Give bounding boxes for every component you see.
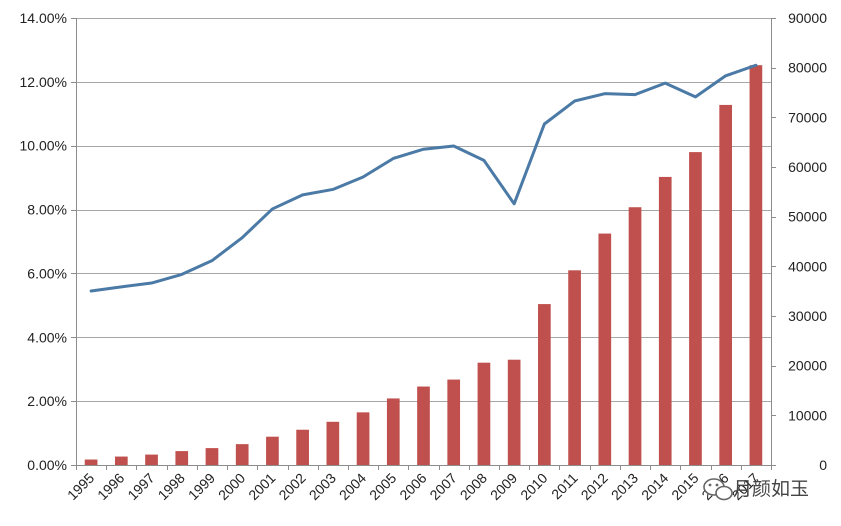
right-axis-tick-label: 50000 <box>788 209 827 225</box>
bar <box>507 359 521 465</box>
x-axis-tick-label: 2002 <box>275 470 308 503</box>
bar <box>477 362 491 465</box>
left-axis-tick-label: 14.00% <box>20 10 67 26</box>
right-axis-tick-label: 10000 <box>788 407 827 423</box>
x-axis-tick-label: 2000 <box>215 470 248 503</box>
right-axis-tick-label: 0 <box>819 457 827 473</box>
x-axis-tick-label: 1995 <box>64 470 97 503</box>
x-axis-tick-label: 1999 <box>185 470 218 503</box>
left-axis-tick-label: 0.00% <box>27 457 67 473</box>
axes <box>71 18 776 470</box>
bar <box>386 398 400 465</box>
bar <box>266 436 279 465</box>
left-axis-tick-label: 6.00% <box>27 265 67 281</box>
x-axis-tick-label: 2011 <box>548 470 581 503</box>
bar <box>417 386 430 465</box>
gridlines <box>76 18 771 402</box>
bar <box>749 65 763 466</box>
wechat-icon <box>703 478 733 501</box>
left-axis-tick-label: 10.00% <box>20 138 67 154</box>
left-axis-tick-label: 8.00% <box>27 202 67 218</box>
x-axis-tick-label: 2013 <box>608 470 641 503</box>
x-axis-tick-labels: 1995199619971998199920002001200220032004… <box>64 470 762 503</box>
right-axis-tick-label: 80000 <box>788 60 827 76</box>
bar <box>84 459 98 465</box>
bar <box>296 429 309 465</box>
right-axis-tick-label: 20000 <box>788 358 827 374</box>
left-axis-tick-label: 4.00% <box>27 329 67 345</box>
line-series <box>89 63 758 293</box>
watermark: 月颜如玉 <box>703 478 809 501</box>
line-series-path <box>89 63 758 293</box>
x-axis-tick-label: 2009 <box>487 470 520 503</box>
left-axis-tick-labels: 0.00% 2.00% 4.00% 6.00% 8.00% 10.00% 12.00% 14.… <box>20 10 67 473</box>
right-axis-tick-labels: 0 10000 20000 30000 40000 50000 60000 70000 8000… <box>788 10 827 473</box>
bar <box>689 152 702 465</box>
bar <box>145 454 158 465</box>
bar-series <box>84 65 763 466</box>
x-axis-tick-label: 2007 <box>426 470 459 503</box>
x-axis-tick-label: 2014 <box>638 470 671 503</box>
right-axis-tick-label: 60000 <box>788 159 827 175</box>
x-axis-tick-label: 2001 <box>245 470 278 503</box>
x-axis-tick-label: 2004 <box>336 470 369 503</box>
right-axis-tick-label: 40000 <box>788 258 827 274</box>
x-axis-tick-label: 2003 <box>306 470 339 503</box>
x-axis-tick-label: 1998 <box>155 470 188 503</box>
x-axis-tick-label: 2015 <box>668 470 701 503</box>
x-axis-tick-label: 1996 <box>94 470 127 503</box>
bar <box>568 270 581 465</box>
x-axis-tick-label: 2006 <box>396 470 429 503</box>
bar <box>598 233 612 465</box>
bar <box>538 304 551 465</box>
bar <box>235 444 249 465</box>
bar <box>658 176 672 465</box>
right-axis-tick-label: 30000 <box>788 308 827 324</box>
bar <box>628 207 642 466</box>
bar <box>447 379 461 465</box>
left-axis-tick-label: 12.00% <box>20 74 67 90</box>
x-axis-tick-label: 1997 <box>124 470 157 503</box>
x-axis-tick-label: 2012 <box>578 470 611 503</box>
bar <box>719 104 733 466</box>
x-axis-tick-label: 2008 <box>457 470 490 503</box>
right-axis-tick-label: 90000 <box>788 10 827 26</box>
x-axis-tick-label: 2010 <box>517 470 550 503</box>
bar <box>326 421 340 465</box>
bar <box>205 448 219 465</box>
bar <box>114 456 128 465</box>
right-axis-tick-label: 70000 <box>788 109 827 125</box>
watermark-text: 月颜如玉 <box>733 478 809 500</box>
left-axis-tick-label: 2.00% <box>27 393 67 409</box>
bar <box>175 451 189 465</box>
x-axis-tick-label: 2005 <box>366 470 399 503</box>
bar <box>356 412 370 465</box>
